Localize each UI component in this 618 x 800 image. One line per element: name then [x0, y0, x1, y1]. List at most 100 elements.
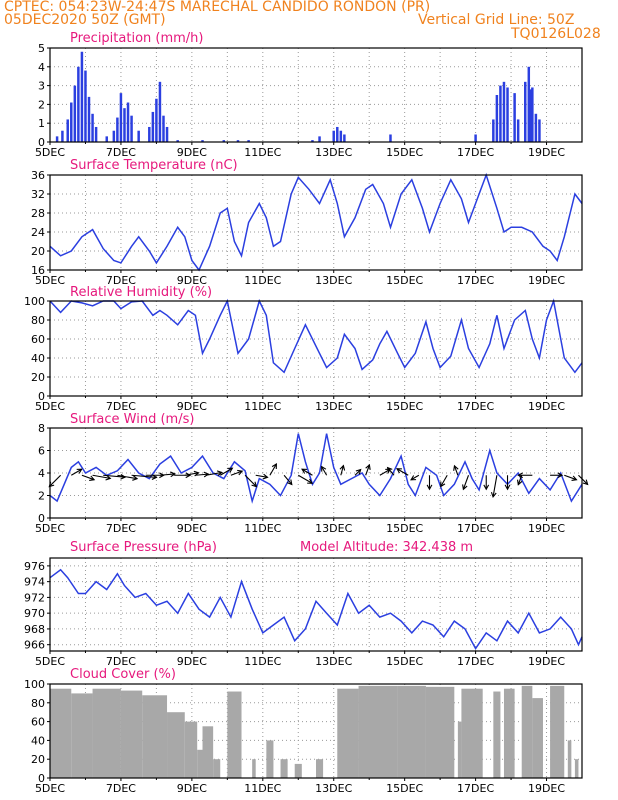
wind-arrow [71, 468, 82, 476]
x-tick-label: 19DEC [528, 655, 565, 668]
series-line [49, 433, 583, 504]
precip-bar [506, 87, 509, 142]
precip-bar [502, 81, 506, 142]
x-tick-label: 15DEC [386, 400, 423, 413]
wind-arrow-head [185, 472, 192, 479]
wind-arrow-head [462, 484, 468, 491]
panel-title: Cloud Cover (%) [70, 667, 176, 682]
cloud-bar [358, 685, 398, 778]
y-tick-label: 28 [31, 207, 45, 220]
x-tick-label: 5DEC [35, 146, 65, 159]
x-tick-label: 11DEC [244, 146, 281, 159]
precip-bar [119, 93, 123, 142]
wind-arrow [103, 474, 126, 478]
y-tick-label: 970 [24, 607, 45, 620]
x-tick-label: 7DEC [106, 782, 136, 795]
cloud-bar [142, 695, 168, 778]
cloud-bar [280, 759, 288, 778]
precip-bar [492, 119, 495, 142]
precip-bar [499, 85, 502, 142]
y-tick-label: 8 [38, 422, 45, 435]
y-tick-label: 80 [31, 314, 45, 327]
x-tick-label: 15DEC [386, 274, 423, 287]
precip-bar [513, 93, 516, 142]
y-tick-label: 20 [31, 371, 45, 384]
cloud-bar [92, 688, 121, 778]
wind-arrow-head [557, 472, 564, 479]
cloud-bar [574, 759, 579, 778]
precip-bar [137, 130, 140, 142]
precip-bar [66, 119, 69, 142]
x-tick-label: 7DEC [106, 400, 136, 413]
cloud-bar [337, 688, 359, 778]
wind-arrow [340, 465, 344, 476]
header-run-time: 05DEC2020 50Z (GMT) [4, 12, 166, 28]
x-tick-label: 11DEC [244, 274, 281, 287]
wind-arrow-head [440, 481, 446, 488]
y-tick-label: 0 [38, 772, 45, 785]
precip-bar [534, 113, 538, 142]
precip-bar [151, 111, 155, 142]
wind-arrow [159, 473, 175, 476]
x-tick-label: 13DEC [315, 146, 352, 159]
y-tick-label: 2 [38, 98, 45, 111]
precip-bar [495, 95, 499, 142]
cloud-bar [316, 759, 324, 778]
wind-arrow-head [426, 484, 433, 491]
precip-bar [155, 98, 158, 142]
wind-arrow-head [105, 474, 112, 481]
precip-bar [311, 140, 314, 142]
y-tick-label: 40 [31, 734, 45, 747]
precip-bar [94, 126, 98, 142]
x-tick-label: 13DEC [315, 655, 352, 668]
cloud-bar [71, 693, 93, 778]
x-tick-label: 11DEC [244, 655, 281, 668]
wind-arrow-head [286, 479, 293, 486]
wind-arrow [410, 474, 420, 481]
x-tick-label: 13DEC [315, 400, 352, 413]
precip-bar [87, 96, 91, 142]
x-tick-label: 17DEC [457, 146, 494, 159]
wind-arrow-head [410, 475, 417, 481]
precip-bar [524, 81, 527, 142]
cloud-bar [550, 685, 565, 778]
wind-arrow-head [307, 478, 314, 484]
cloud-bar [425, 686, 455, 778]
x-tick-label: 17DEC [457, 782, 494, 795]
precip-bar [222, 140, 226, 142]
wind-arrow [492, 475, 498, 498]
wind-arrow [205, 471, 222, 476]
x-tick-label: 19DEC [528, 782, 565, 795]
y-tick-label: 0 [38, 512, 45, 525]
y-tick-label: 60 [31, 716, 45, 729]
wind-arrow [453, 465, 459, 476]
x-tick-label: 13DEC [315, 522, 352, 535]
wind-arrow-head [504, 484, 511, 491]
wind-arrow [184, 472, 199, 476]
x-tick-label: 7DEC [106, 655, 136, 668]
x-tick-label: 5DEC [35, 522, 65, 535]
precip-bar [123, 108, 126, 142]
wind-arrow-head [271, 462, 277, 470]
x-tick-label: 19DEC [528, 274, 565, 287]
wind-arrow [301, 468, 313, 476]
header-vertical-grid-line: Vertical Grid Line: 50Z [418, 12, 575, 28]
y-tick-label: 968 [24, 623, 45, 636]
precip-bar [339, 130, 343, 142]
wind-arrow [255, 474, 268, 478]
panel-frame [49, 300, 583, 397]
precip-bar [538, 119, 541, 142]
cloud-bar [50, 688, 72, 778]
x-tick-label: 15DEC [386, 522, 423, 535]
x-tick-label: 9DEC [177, 146, 207, 159]
cloud-bar [532, 698, 543, 778]
x-tick-label: 7DEC [106, 146, 136, 159]
y-tick-label: 966 [24, 639, 45, 652]
y-tick-label: 40 [31, 352, 45, 365]
wind-arrow-head [89, 475, 96, 481]
x-tick-label: 9DEC [177, 782, 207, 795]
wind-arrow-head [582, 479, 589, 486]
panel-frame [49, 174, 583, 271]
x-tick-label: 17DEC [457, 655, 494, 668]
wind-arrow [462, 475, 470, 490]
